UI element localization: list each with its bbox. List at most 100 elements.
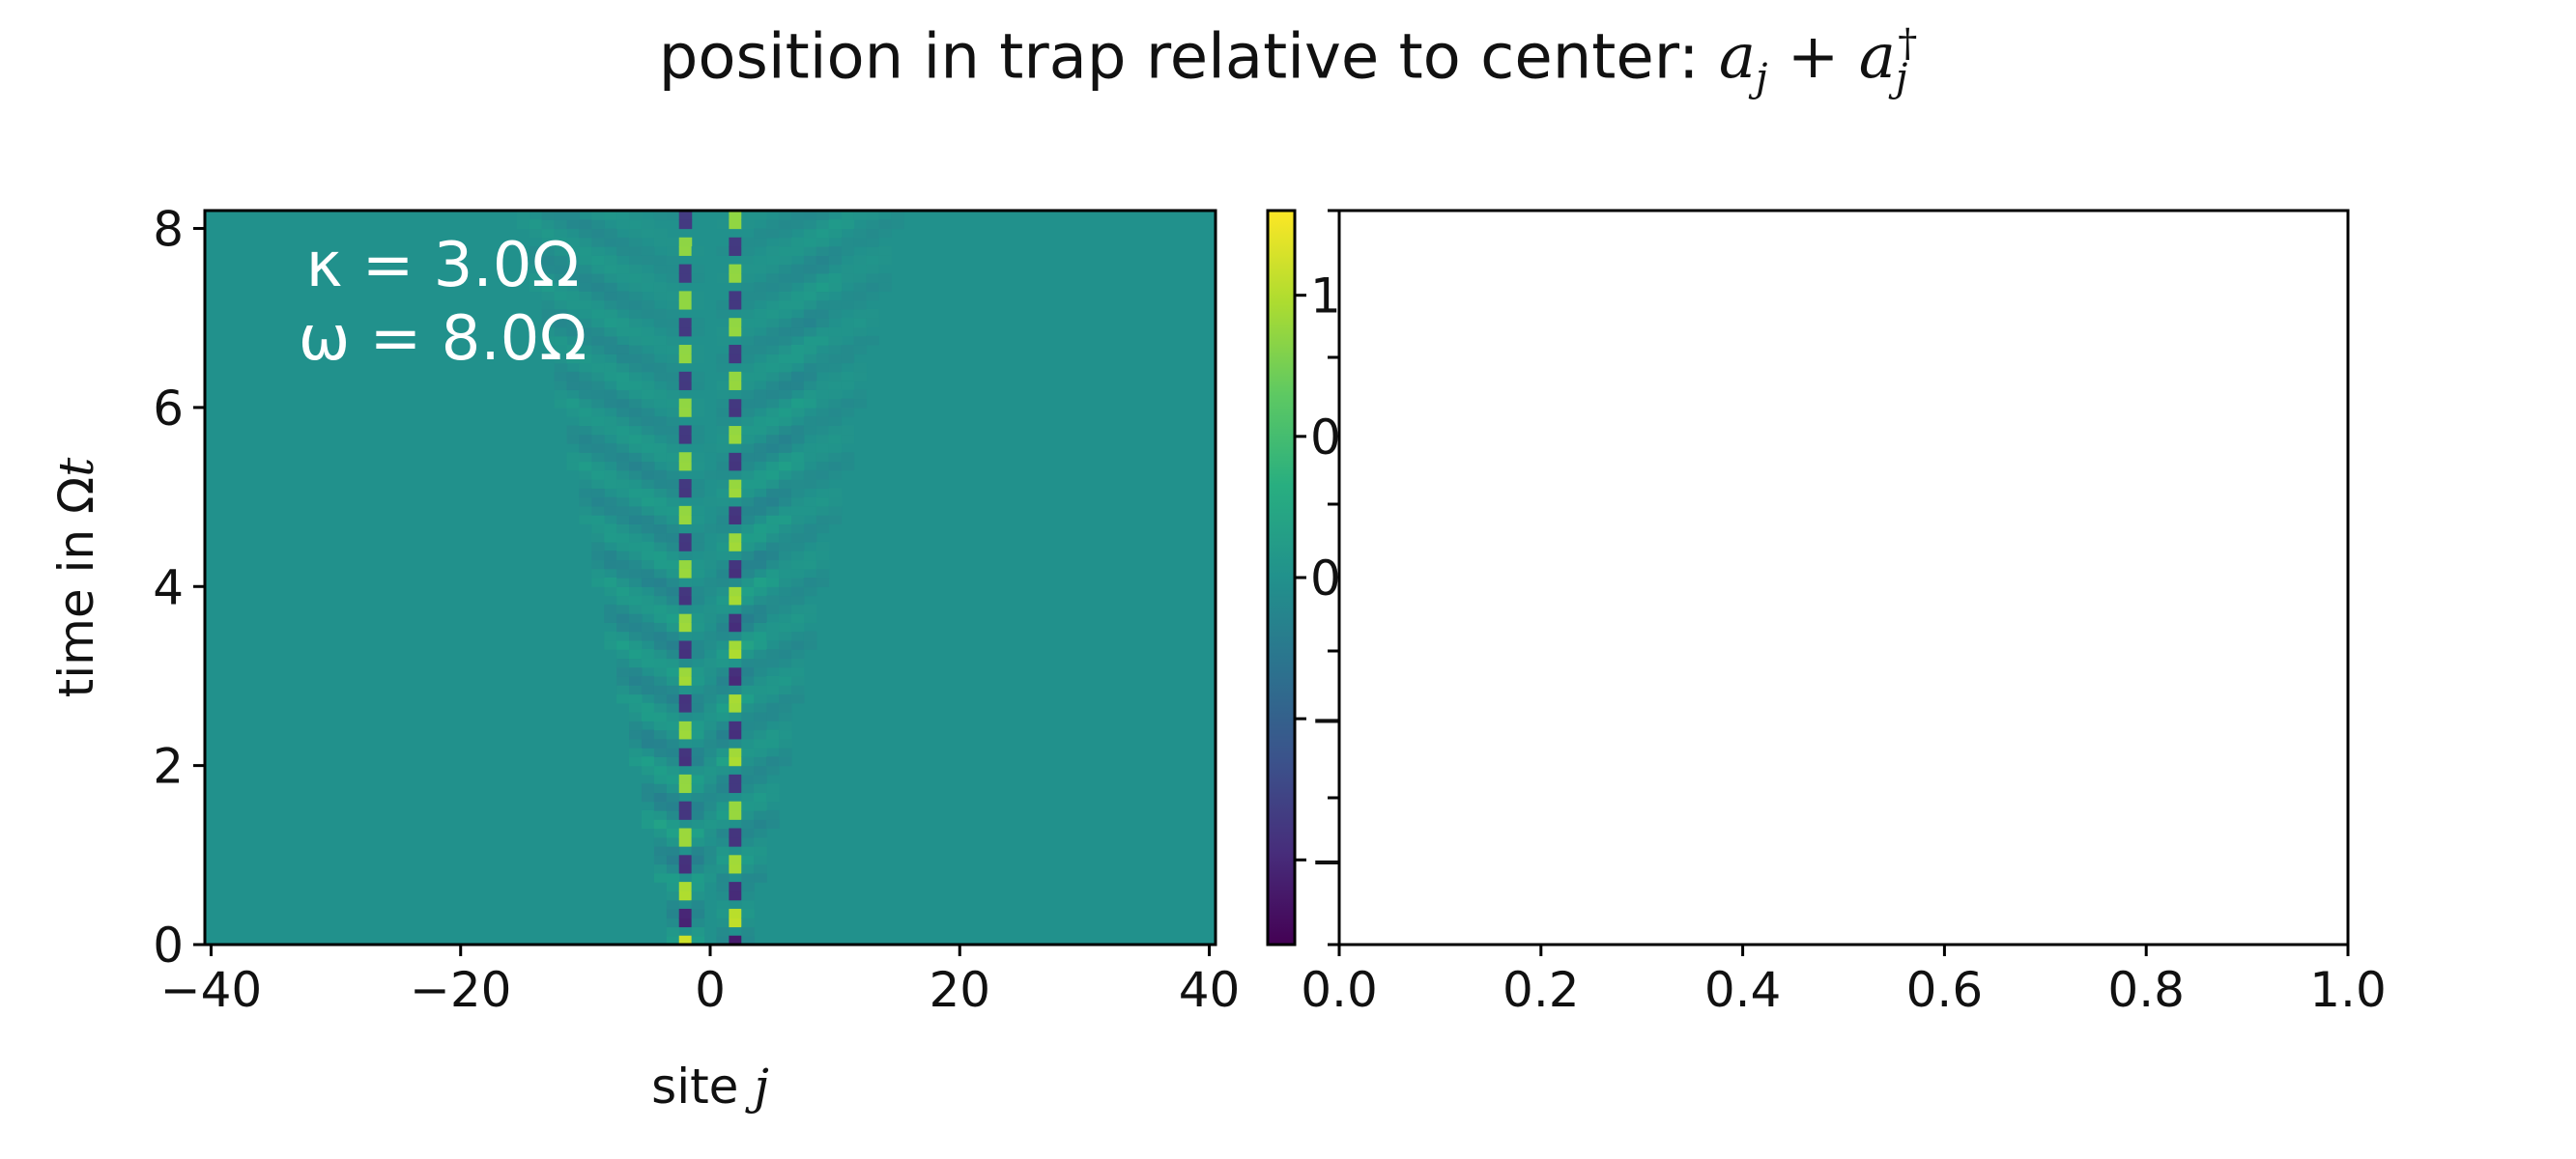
heatmap-cell	[691, 515, 705, 524]
heatmap-cell	[703, 578, 718, 587]
heatmap-cell	[604, 425, 617, 436]
heatmap-cell	[816, 282, 830, 293]
heatmap-cell	[741, 237, 755, 247]
heatmap-cell	[566, 219, 580, 230]
heatmap-cell	[641, 362, 655, 373]
heatmap-cell	[790, 237, 805, 247]
heatmap-cell	[616, 551, 630, 561]
heatmap-cell	[891, 211, 904, 220]
figure-title-math: aj + aj†	[1718, 21, 1918, 101]
heatmap-cell	[691, 622, 705, 633]
heatmap-cell	[741, 425, 755, 436]
heatmap-cell	[653, 237, 668, 247]
heatmap-cell	[691, 353, 705, 364]
heatmap-cell	[828, 371, 843, 382]
heatmap-cell	[579, 282, 592, 293]
heatmap-y-label: time in Ωt	[48, 457, 104, 698]
heatmap-cell	[866, 264, 879, 274]
heatmap-cell	[653, 631, 668, 641]
heatmap-cell	[629, 586, 643, 597]
heatmap-cell	[541, 211, 556, 220]
heatmap-cell	[729, 461, 742, 471]
heatmap-cell	[653, 264, 668, 274]
heatmap-cell	[678, 855, 693, 865]
heatmap-cell	[653, 828, 668, 838]
heatmap-cell	[604, 505, 617, 516]
figure-title: position in trap relative to center: aj …	[0, 21, 2576, 100]
heatmap-cell	[653, 255, 668, 266]
heatmap-cell	[616, 496, 630, 507]
heatmap-cell	[754, 264, 767, 274]
heatmap-cell	[616, 246, 630, 256]
heatmap-cell	[691, 855, 705, 865]
heatmap-cell	[741, 318, 755, 328]
heatmap-cell	[803, 371, 817, 382]
heatmap-cell	[541, 264, 556, 274]
heatmap-cell	[629, 559, 643, 570]
heatmap-cell	[691, 407, 705, 417]
heatmap-cell	[653, 559, 668, 570]
heatmap-cell	[790, 541, 805, 551]
heatmap-cell	[853, 345, 868, 354]
heatmap-cell	[554, 353, 568, 364]
heatmap-cell	[853, 308, 868, 319]
heatmap-cell	[729, 568, 742, 579]
heatmap-cell	[729, 863, 742, 874]
heatmap-cell	[703, 855, 718, 865]
heatmap-cell	[678, 809, 693, 820]
heatmap-cell	[716, 568, 730, 579]
heatmap-cell	[641, 228, 655, 239]
heatmap-cell	[790, 586, 805, 597]
heatmap-cell	[754, 389, 767, 400]
heatmap-cell	[604, 389, 617, 400]
heatmap-cell	[566, 398, 580, 409]
heatmap-cell	[629, 649, 643, 660]
heatmap-cell	[678, 721, 693, 731]
heatmap-cell	[641, 496, 655, 507]
heatmap-cell	[529, 255, 543, 266]
heatmap-cell	[754, 685, 767, 695]
heatmap-cell	[716, 515, 730, 524]
heatmap-cell	[629, 264, 643, 274]
heatmap-cell	[803, 442, 817, 453]
heatmap-cell	[666, 622, 680, 633]
heatmap-cell	[754, 532, 767, 543]
heatmap-cell	[653, 756, 668, 767]
heatmap-cell	[703, 846, 718, 856]
heatmap-cell	[678, 738, 693, 749]
heatmap-cell	[754, 416, 767, 427]
heatmap-cell	[691, 425, 705, 436]
heatmap-cell	[729, 434, 742, 444]
heatmap-cell	[754, 505, 767, 516]
heatmap-cell	[703, 748, 718, 757]
heatmap-cell	[666, 237, 680, 247]
heatmap-cell	[816, 425, 830, 436]
heatmap-cell	[653, 863, 668, 874]
heatmap-cell	[729, 613, 742, 623]
heatmap-cell	[604, 299, 617, 310]
heatmap-cell	[779, 416, 792, 427]
heatmap-cell	[579, 515, 592, 524]
heatmap-cell	[766, 631, 780, 641]
heatmap-cell	[591, 488, 605, 498]
heatmap-cell	[754, 738, 767, 749]
heatmap-cell	[790, 326, 805, 337]
heatmap-cell	[816, 488, 830, 498]
heatmap-cell	[790, 246, 805, 256]
heatmap-cell	[554, 237, 568, 247]
heatmap-cell	[653, 211, 668, 220]
heatmap-cell	[666, 729, 680, 740]
heatmap-cell	[741, 523, 755, 534]
heatmap-cell	[866, 272, 879, 283]
heatmap-cell	[666, 604, 680, 614]
heatmap-cell	[653, 479, 668, 489]
heatmap-cell	[729, 729, 742, 740]
heatmap-cell	[729, 532, 742, 543]
heatmap-cell	[666, 291, 680, 301]
heatmap-cell	[691, 299, 705, 310]
heatmap-cell	[703, 738, 718, 749]
heatmap-cell	[729, 237, 742, 247]
heatmap-cell	[703, 442, 718, 453]
heatmap-cell	[741, 908, 755, 919]
heatmap-cell	[653, 362, 668, 373]
